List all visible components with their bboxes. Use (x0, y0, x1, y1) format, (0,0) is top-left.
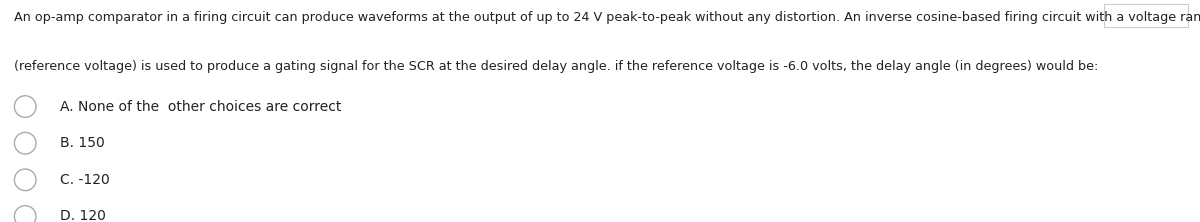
Text: D. 120: D. 120 (60, 209, 106, 222)
Text: C. -120: C. -120 (60, 173, 109, 187)
Text: An op-amp comparator in a firing circuit can produce waveforms at the output of : An op-amp comparator in a firing circuit… (14, 11, 1200, 24)
Text: B. 150: B. 150 (60, 136, 104, 150)
Text: A. None of the  other choices are correct: A. None of the other choices are correct (60, 99, 341, 114)
Text: (reference voltage) is used to produce a gating signal for the SCR at the desire: (reference voltage) is used to produce a… (14, 60, 1099, 73)
